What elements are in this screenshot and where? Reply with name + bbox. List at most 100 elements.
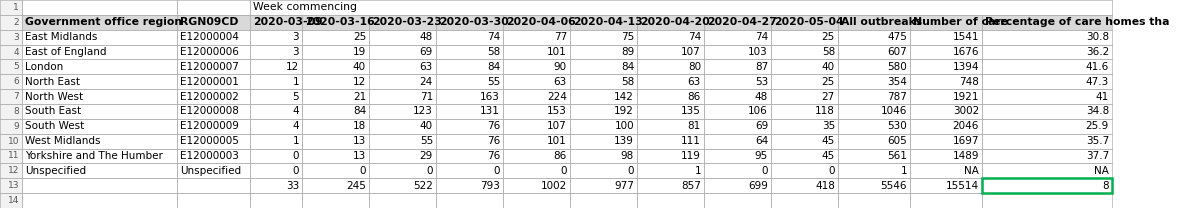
Text: 24: 24	[420, 77, 433, 87]
Bar	[22, 74, 178, 89]
Bar	[370, 163, 436, 178]
Text: 48: 48	[755, 92, 768, 102]
Text: 41: 41	[1096, 92, 1109, 102]
Bar	[503, 193, 570, 208]
Bar	[0, 163, 22, 178]
Bar	[772, 74, 838, 89]
Bar	[704, 59, 772, 74]
Bar	[982, 178, 1112, 193]
Bar	[436, 104, 503, 119]
Text: 95: 95	[755, 151, 768, 161]
Text: 1676: 1676	[953, 47, 979, 57]
Text: 1046: 1046	[881, 106, 907, 116]
Bar	[503, 134, 570, 149]
Text: 11: 11	[7, 151, 19, 161]
Bar	[370, 74, 436, 89]
Bar	[637, 15, 704, 30]
Bar	[772, 30, 838, 45]
Text: 605: 605	[887, 136, 907, 146]
Bar	[704, 193, 772, 208]
Text: North East: North East	[25, 77, 80, 87]
Bar	[250, 119, 302, 134]
Bar	[570, 74, 637, 89]
Text: 13: 13	[7, 181, 19, 190]
Text: 2020-04-27: 2020-04-27	[707, 17, 776, 27]
Text: 98: 98	[620, 151, 634, 161]
Text: 0: 0	[828, 166, 835, 176]
Text: 0: 0	[293, 151, 299, 161]
Bar	[772, 89, 838, 104]
Text: 63: 63	[420, 62, 433, 72]
Text: 29: 29	[420, 151, 433, 161]
Text: 748: 748	[959, 77, 979, 87]
Text: 1: 1	[695, 166, 701, 176]
Bar	[570, 104, 637, 119]
Text: 5: 5	[13, 62, 19, 71]
Bar	[704, 149, 772, 163]
Text: 1489: 1489	[953, 151, 979, 161]
Bar	[178, 89, 250, 104]
Text: E12000003: E12000003	[180, 151, 239, 161]
Text: 101: 101	[547, 47, 568, 57]
Text: 12: 12	[286, 62, 299, 72]
Text: 48: 48	[420, 32, 433, 42]
Bar	[503, 178, 570, 193]
Bar	[178, 104, 250, 119]
Bar	[250, 104, 302, 119]
Bar	[503, 119, 570, 134]
Bar	[982, 45, 1112, 59]
Text: West Midlands: West Midlands	[25, 136, 101, 146]
Text: 25: 25	[353, 32, 366, 42]
Bar	[910, 89, 982, 104]
Bar	[178, 0, 250, 15]
Text: 18: 18	[353, 121, 366, 131]
Text: 84: 84	[620, 62, 634, 72]
Bar	[250, 15, 302, 30]
Bar	[250, 163, 302, 178]
Bar	[250, 30, 302, 45]
Bar	[22, 59, 178, 74]
Bar	[302, 59, 370, 74]
Text: 14: 14	[7, 196, 19, 205]
Bar	[570, 30, 637, 45]
Bar	[503, 104, 570, 119]
Text: 7: 7	[13, 92, 19, 101]
Text: 2020-03-23: 2020-03-23	[372, 17, 442, 27]
Bar	[302, 163, 370, 178]
Text: 101: 101	[547, 136, 568, 146]
Bar	[436, 74, 503, 89]
Text: 55: 55	[420, 136, 433, 146]
Text: 37.7: 37.7	[1086, 151, 1109, 161]
Bar	[0, 149, 22, 163]
Bar	[570, 178, 637, 193]
Bar	[250, 193, 302, 208]
Text: 1697: 1697	[953, 136, 979, 146]
Bar	[302, 119, 370, 134]
Bar	[22, 0, 178, 15]
Text: 111: 111	[682, 136, 701, 146]
Bar	[503, 45, 570, 59]
Text: 33: 33	[286, 181, 299, 191]
Text: 40: 40	[353, 62, 366, 72]
Text: East of England: East of England	[25, 47, 107, 57]
Bar	[178, 163, 250, 178]
Text: 3002: 3002	[953, 106, 979, 116]
Bar	[22, 134, 178, 149]
Bar	[436, 45, 503, 59]
Text: RGN09CD: RGN09CD	[180, 17, 239, 27]
Bar	[772, 178, 838, 193]
Text: 1: 1	[293, 136, 299, 146]
Bar	[436, 134, 503, 149]
Text: 76: 76	[487, 151, 500, 161]
Bar	[178, 119, 250, 134]
Text: 1541: 1541	[953, 32, 979, 42]
Bar	[0, 119, 22, 134]
Bar	[910, 149, 982, 163]
Text: 27: 27	[822, 92, 835, 102]
Bar	[436, 163, 503, 178]
Text: 5: 5	[293, 92, 299, 102]
Text: 2020-03-30: 2020-03-30	[439, 17, 509, 27]
Bar	[503, 74, 570, 89]
Bar	[772, 45, 838, 59]
Text: South West: South West	[25, 121, 84, 131]
